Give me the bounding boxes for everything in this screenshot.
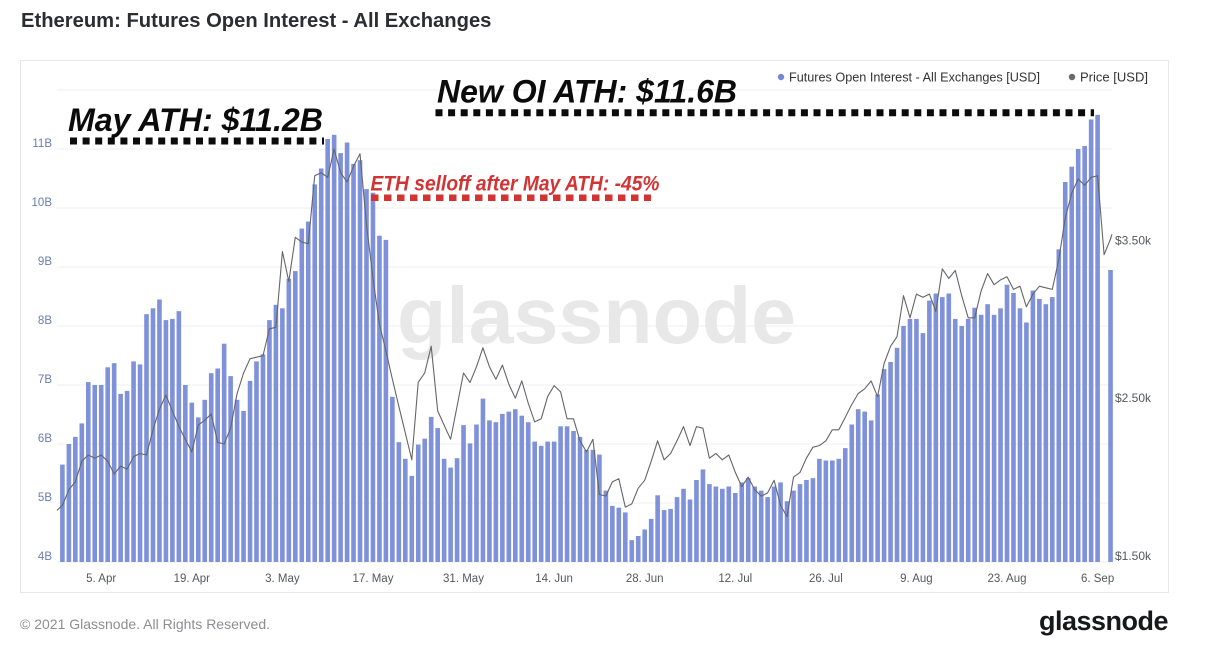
svg-text:Price [USD]: Price [USD] bbox=[1080, 70, 1148, 85]
svg-text:26. Jul: 26. Jul bbox=[809, 573, 843, 585]
svg-text:19. Apr: 19. Apr bbox=[174, 573, 211, 585]
svg-text:28. Jun: 28. Jun bbox=[626, 573, 664, 585]
svg-text:3. May: 3. May bbox=[265, 573, 300, 585]
svg-text:Futures Open Interest - All Ex: Futures Open Interest - All Exchanges [U… bbox=[789, 70, 1040, 85]
svg-text:glassnode: glassnode bbox=[397, 271, 796, 360]
svg-text:5. Apr: 5. Apr bbox=[86, 573, 116, 585]
svg-text:6. Sep: 6. Sep bbox=[1081, 573, 1114, 585]
svg-text:14. Jun: 14. Jun bbox=[535, 573, 573, 585]
svg-text:May ATH: $11.2B: May ATH: $11.2B bbox=[68, 102, 323, 138]
svg-text:4B: 4B bbox=[38, 551, 52, 563]
svg-text:9. Aug: 9. Aug bbox=[900, 573, 933, 585]
svg-text:10B: 10B bbox=[32, 197, 53, 209]
svg-text:11B: 11B bbox=[32, 138, 52, 150]
svg-text:$1.50k: $1.50k bbox=[1115, 549, 1152, 563]
svg-text:17. May: 17. May bbox=[353, 573, 394, 585]
svg-text:New OI ATH: $11.6B: New OI ATH: $11.6B bbox=[437, 74, 737, 110]
svg-text:7B: 7B bbox=[38, 374, 52, 386]
svg-text:23. Aug: 23. Aug bbox=[987, 573, 1026, 585]
svg-text:5B: 5B bbox=[38, 492, 52, 504]
svg-text:8B: 8B bbox=[38, 315, 52, 327]
svg-text:$2.50k: $2.50k bbox=[1115, 391, 1152, 405]
svg-text:12. Jul: 12. Jul bbox=[718, 573, 752, 585]
svg-text:$3.50k: $3.50k bbox=[1115, 234, 1152, 248]
svg-text:ETH selloff after May ATH: -45: ETH selloff after May ATH: -45% bbox=[371, 172, 660, 196]
svg-text:9B: 9B bbox=[38, 256, 52, 268]
svg-text:31. May: 31. May bbox=[443, 573, 484, 585]
svg-text:6B: 6B bbox=[38, 433, 52, 445]
